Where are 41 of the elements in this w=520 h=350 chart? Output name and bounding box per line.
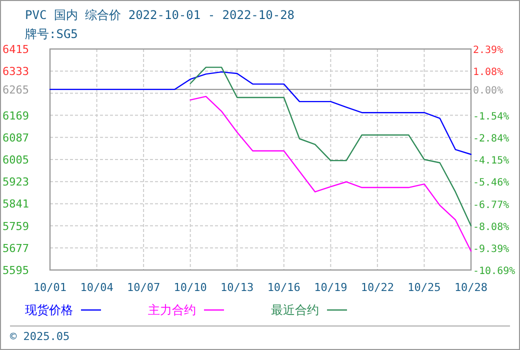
legend-label: 现货价格 bbox=[25, 303, 73, 317]
legend-label: 最近合约 bbox=[271, 303, 319, 317]
x-tick-label: 10/10 bbox=[174, 281, 207, 294]
y-tick-label: 5595 bbox=[2, 264, 29, 277]
line-series bbox=[190, 66, 472, 226]
line-series bbox=[190, 96, 472, 252]
y2-tick-label: -8.08% bbox=[473, 222, 510, 233]
y-tick-label: 5841 bbox=[2, 198, 29, 211]
y2-tick-label: -10.69% bbox=[473, 266, 516, 277]
x-tick-label: 10/22 bbox=[360, 281, 394, 294]
y2-tick-label: -2.84% bbox=[473, 133, 510, 144]
y-tick-label: 5759 bbox=[2, 220, 29, 233]
y2-tick-label: -4.15% bbox=[473, 156, 510, 166]
y-tick-label: 6005 bbox=[2, 154, 29, 166]
line-series bbox=[49, 71, 472, 155]
y-tick-label: 6265 bbox=[2, 83, 29, 96]
chart-subtitle: 牌号:SG5 bbox=[25, 27, 78, 41]
y-tick-label: 6333 bbox=[2, 65, 29, 78]
y2-tick-label: -6.77% bbox=[473, 200, 510, 211]
x-tick-label: 10/04 bbox=[80, 281, 114, 294]
y2-tick-label: 1.08% bbox=[473, 67, 504, 78]
x-tick-label: 10/19 bbox=[314, 281, 348, 294]
y-tick-label: 6169 bbox=[2, 109, 29, 122]
x-tick-label: 10/25 bbox=[408, 281, 441, 294]
y-tick-label: 5677 bbox=[2, 242, 29, 255]
y2-tick-label: -9.39% bbox=[473, 244, 510, 256]
y-tick-label: 6087 bbox=[2, 131, 29, 144]
x-tick-label: 10/07 bbox=[126, 281, 160, 294]
x-tick-label: 10/28 bbox=[454, 281, 488, 294]
x-tick-label: 10/01 bbox=[33, 281, 67, 294]
x-tick-label: 10/13 bbox=[220, 281, 254, 294]
y2-tick-label: -1.54% bbox=[473, 111, 510, 122]
y2-tick-label: -5.46% bbox=[473, 178, 510, 189]
legend-label: 主力合约 bbox=[148, 303, 196, 317]
chart-title: PVC 国内 综合价 2022-10-01 - 2022-10-28 bbox=[25, 8, 295, 22]
y-tick-label: 5923 bbox=[2, 176, 29, 189]
y2-tick-label: 0.00% bbox=[473, 85, 504, 96]
x-tick-label: 10/16 bbox=[267, 281, 300, 294]
y-tick-label: 6415 bbox=[2, 43, 29, 56]
y2-tick-label: 2.39% bbox=[473, 45, 504, 56]
text: © 2025.05 bbox=[10, 330, 70, 343]
